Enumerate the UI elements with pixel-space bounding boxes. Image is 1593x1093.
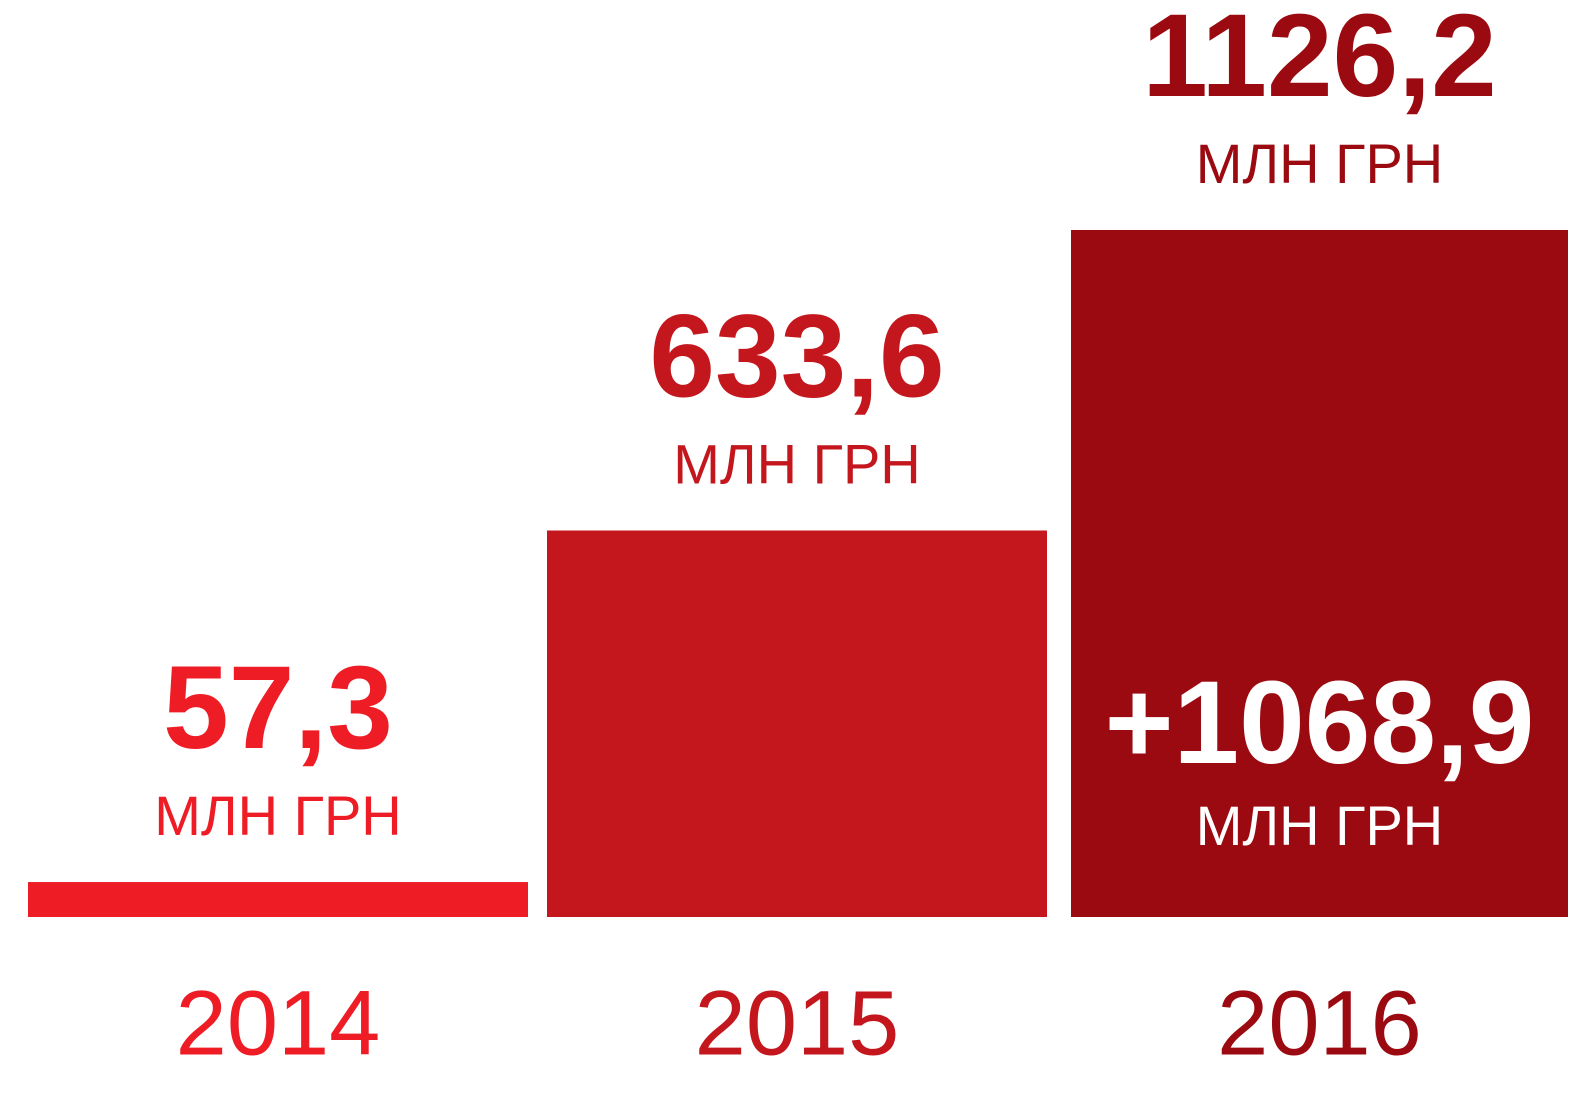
x-tick-label: 2014	[176, 972, 381, 1074]
value-label: 57,3	[163, 642, 393, 774]
annotation: +1068,9	[1105, 657, 1535, 789]
bar	[28, 882, 528, 917]
annotation-unit: МЛН ГРН	[1196, 794, 1444, 857]
x-tick-label: 2015	[695, 972, 900, 1074]
value-label: 633,6	[649, 291, 944, 423]
x-tick-label: 2016	[1217, 972, 1422, 1074]
bar	[547, 530, 1047, 917]
unit-label: МЛН ГРН	[1196, 132, 1444, 195]
unit-label: МЛН ГРН	[673, 432, 921, 495]
bar	[1071, 230, 1568, 917]
value-label: 1126,2	[1142, 0, 1496, 122]
unit-label: МЛН ГРН	[154, 784, 402, 847]
